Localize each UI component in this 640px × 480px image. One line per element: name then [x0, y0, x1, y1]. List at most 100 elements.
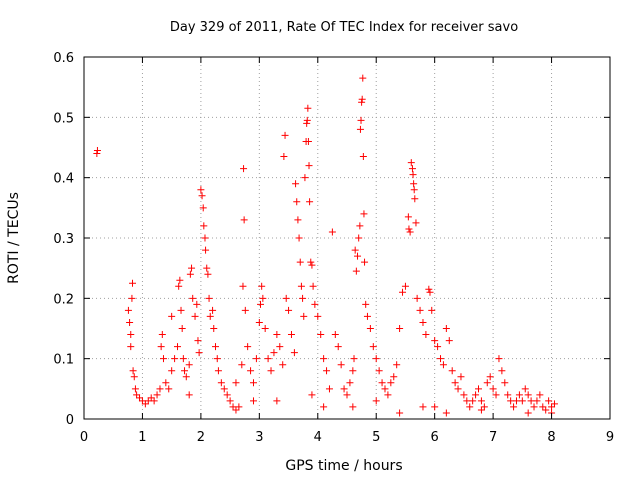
- data-point: [249, 379, 257, 387]
- data-point: [179, 355, 187, 363]
- data-point: [460, 391, 468, 399]
- data-point: [130, 373, 138, 381]
- data-point: [232, 379, 240, 387]
- data-point: [334, 343, 342, 351]
- data-point: [144, 397, 152, 405]
- data-point: [124, 306, 132, 314]
- data-point: [206, 312, 214, 320]
- data-point: [156, 385, 164, 393]
- data-point: [422, 331, 430, 339]
- data-point: [412, 219, 420, 227]
- data-point: [454, 385, 462, 393]
- data-point: [270, 349, 278, 357]
- data-point: [191, 312, 199, 320]
- data-point: [304, 137, 312, 145]
- data-point: [337, 361, 345, 369]
- data-point: [127, 331, 135, 339]
- data-point: [194, 337, 202, 345]
- data-point: [287, 331, 295, 339]
- data-point: [372, 397, 380, 405]
- data-point: [409, 171, 417, 179]
- data-point: [384, 391, 392, 399]
- data-point: [157, 343, 165, 351]
- data-point: [431, 403, 439, 411]
- data-point: [437, 355, 445, 363]
- data-point: [362, 300, 370, 308]
- data-point: [213, 355, 221, 363]
- data-point: [259, 294, 267, 302]
- data-point: [550, 400, 558, 408]
- data-point: [175, 282, 183, 290]
- data-point: [545, 397, 553, 405]
- data-point: [258, 282, 266, 290]
- data-point: [311, 300, 319, 308]
- data-point: [507, 397, 515, 405]
- y-tick-labels: 0 0.1 0.2 0.3 0.4 0.5 0.6: [53, 51, 74, 428]
- data-point: [127, 343, 135, 351]
- data-point: [521, 385, 529, 393]
- data-point: [193, 300, 201, 308]
- data-point: [331, 331, 339, 339]
- data-point: [174, 343, 182, 351]
- data-point: [309, 282, 317, 290]
- data-point: [466, 403, 474, 411]
- data-point: [354, 252, 362, 260]
- data-point: [229, 403, 237, 411]
- data-point: [185, 361, 193, 369]
- data-point: [232, 406, 240, 414]
- data-point: [434, 343, 442, 351]
- data-point: [153, 391, 161, 399]
- data-point: [498, 367, 506, 375]
- y-tick-label: 0.6: [53, 51, 74, 66]
- data-point: [396, 409, 404, 417]
- data-point: [276, 343, 284, 351]
- data-point: [128, 294, 136, 302]
- data-point: [445, 337, 453, 345]
- data-point: [285, 306, 293, 314]
- data-point: [295, 234, 303, 242]
- x-tick-label: 5: [372, 430, 380, 445]
- x-tick-label: 2: [197, 430, 205, 445]
- data-point: [159, 355, 167, 363]
- data-point: [307, 258, 315, 266]
- data-point: [136, 394, 144, 402]
- data-point: [439, 361, 447, 369]
- data-point: [252, 355, 260, 363]
- y-tick-label: 0.5: [53, 111, 74, 126]
- data-point: [366, 325, 374, 332]
- data-point: [280, 153, 288, 161]
- data-point: [401, 282, 409, 290]
- data-point: [205, 294, 213, 302]
- data-point: [357, 116, 365, 124]
- data-point: [239, 282, 247, 290]
- data-point: [255, 318, 263, 326]
- data-point: [267, 367, 275, 375]
- data-point: [141, 400, 149, 408]
- data-point: [165, 385, 173, 393]
- data-point: [495, 355, 503, 363]
- data-point: [358, 98, 366, 106]
- data-point: [185, 391, 193, 399]
- data-point: [273, 331, 281, 339]
- data-point: [378, 379, 386, 387]
- data-point: [548, 403, 556, 411]
- data-point: [515, 391, 523, 399]
- data-point: [147, 394, 155, 402]
- data-point: [407, 159, 415, 167]
- data-point: [504, 391, 512, 399]
- data-point: [359, 153, 367, 161]
- data-point: [451, 379, 459, 387]
- data-point: [356, 125, 364, 133]
- data-point: [413, 294, 421, 302]
- data-point: [442, 325, 450, 332]
- data-point: [419, 318, 427, 326]
- data-point: [212, 343, 219, 351]
- data-point: [404, 213, 412, 221]
- data-point: [527, 397, 535, 405]
- data-point: [472, 391, 480, 399]
- data-point: [303, 116, 311, 124]
- x-tick-label: 1: [138, 430, 146, 445]
- data-point: [351, 246, 359, 254]
- data-point: [524, 391, 532, 399]
- data-point: [477, 397, 485, 405]
